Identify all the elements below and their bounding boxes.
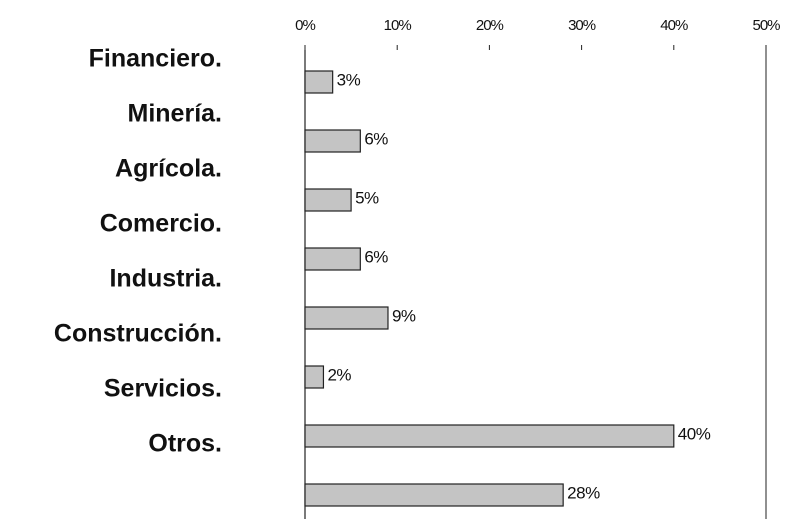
x-tick-label: 0%	[295, 17, 315, 34]
value-label: 6%	[364, 129, 388, 148]
x-tick-label: 20%	[476, 17, 504, 34]
x-tick-label: 30%	[568, 17, 596, 34]
category-label: Agrícola.	[115, 155, 222, 183]
bar	[304, 424, 675, 448]
category-label: Otros.	[148, 430, 222, 458]
bar	[304, 306, 389, 330]
bar	[304, 188, 352, 212]
value-label: 40%	[678, 424, 711, 443]
bar	[304, 247, 361, 271]
category-label: Minería.	[128, 100, 222, 128]
value-label: 6%	[364, 247, 388, 266]
value-label: 28%	[567, 483, 600, 502]
bar	[304, 129, 361, 153]
category-label: Comercio.	[100, 210, 222, 238]
label-mask	[0, 455, 300, 519]
x-tick-label: 50%	[752, 17, 780, 34]
bar	[304, 365, 325, 389]
category-label: Construcción.	[54, 320, 222, 348]
value-label: 3%	[337, 70, 361, 89]
value-label: 5%	[355, 188, 379, 207]
category-label: Servicios.	[104, 375, 222, 403]
bar	[304, 70, 334, 94]
value-label: 2%	[327, 365, 351, 384]
x-tick-label: 40%	[660, 17, 688, 34]
x-tick-label: 10%	[384, 17, 412, 34]
bar	[304, 483, 564, 507]
value-label: 9%	[392, 306, 416, 325]
category-label: Financiero.	[89, 45, 222, 73]
category-label: Industria.	[109, 265, 222, 293]
